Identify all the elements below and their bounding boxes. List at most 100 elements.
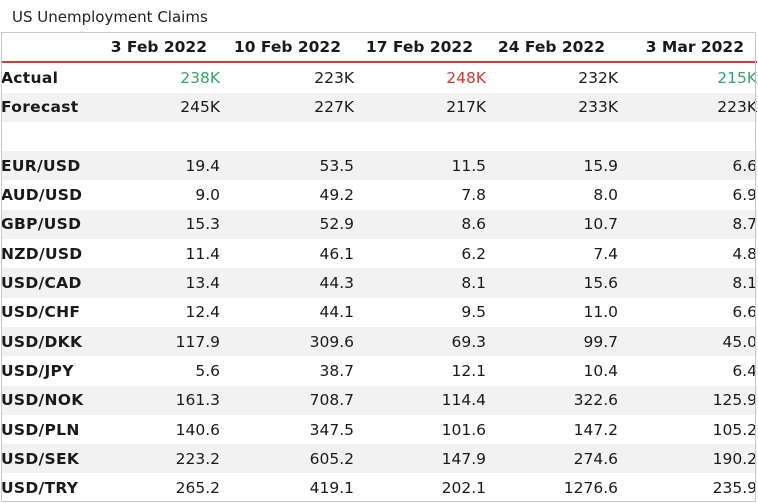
table-row: Actual 238K 223K 248K 232K 215K (1, 62, 757, 92)
spacer-cell (618, 122, 757, 151)
row-label: USD/JPY (1, 361, 74, 380)
table-row: USD/TRY 265.2 419.1 202.1 1276.6 235.9 (1, 473, 757, 502)
value-cell: 105.2 (712, 420, 757, 439)
row-label: USD/PLN (1, 420, 80, 439)
value-cell: 15.9 (486, 151, 618, 181)
value-cell: 6.9 (732, 186, 757, 205)
row-label: USD/SEK (1, 444, 101, 474)
value-cell: 217K (354, 92, 486, 122)
table-row: NZD/USD 11.4 46.1 6.2 7.4 4.8 (1, 239, 757, 268)
value-cell: 202.1 (441, 479, 486, 498)
table-row: USD/DKK 117.9 309.6 69.3 99.7 45.0 (1, 326, 757, 357)
value-cell: 147.9 (354, 444, 486, 474)
row-label: USD/CAD (1, 268, 101, 298)
value-cell: 6.6 (618, 151, 757, 181)
row-label: USD/TRY (1, 479, 79, 498)
value-cell: 6.4 (732, 361, 757, 380)
value-cell: 99.7 (486, 326, 618, 357)
value-cell: 52.9 (220, 209, 354, 240)
value-cell: 8.1 (354, 268, 486, 298)
value-cell: 8.7 (618, 209, 757, 240)
row-label: Forecast (1, 92, 101, 122)
spacer-cell (1, 122, 101, 151)
value-cell: 8.6 (354, 209, 486, 240)
value-cell: 7.8 (461, 186, 486, 205)
spacer-cell (486, 122, 618, 151)
value-cell: 15.3 (101, 209, 220, 240)
value-cell: 419.1 (309, 479, 354, 498)
value-cell: 238K (180, 68, 220, 87)
value-cell: 10.7 (486, 209, 618, 240)
value-cell: 69.3 (354, 326, 486, 357)
value-cell: 7.4 (593, 244, 618, 263)
header-row: 3 Feb 2022 10 Feb 2022 17 Feb 2022 24 Fe… (1, 32, 757, 64)
value-cell: 190.2 (618, 444, 757, 474)
value-cell: 161.3 (101, 385, 220, 415)
value-cell: 605.2 (220, 444, 354, 474)
value-cell: 45.0 (618, 326, 757, 357)
value-cell: 223K (314, 68, 354, 87)
claims-rows: Actual 238K 223K 248K 232K 215K Forecast 245K 22… (1, 62, 757, 122)
value-cell: 245K (101, 92, 220, 122)
value-cell: 101.6 (441, 420, 486, 439)
value-cell: 125.9 (618, 385, 757, 415)
value-cell: 232K (578, 68, 618, 87)
column-header: 3 Feb 2022 (101, 32, 220, 64)
value-cell: 708.7 (220, 385, 354, 415)
value-cell: 5.6 (195, 361, 220, 380)
value-cell: 9.0 (195, 186, 220, 205)
value-cell: 309.6 (220, 326, 354, 357)
value-cell: 114.4 (354, 385, 486, 415)
table-row: EUR/USD 19.4 53.5 11.5 15.9 6.6 (1, 151, 757, 181)
value-cell: 44.3 (220, 268, 354, 298)
row-label: USD/DKK (1, 326, 101, 357)
table-row: USD/PLN 140.6 347.5 101.6 147.2 105.2 (1, 415, 757, 444)
value-cell: 233K (486, 92, 618, 122)
column-header: 3 Mar 2022 (618, 32, 757, 64)
column-header: 10 Feb 2022 (220, 32, 354, 64)
table-row: USD/NOK 161.3 708.7 114.4 322.6 125.9 (1, 385, 757, 415)
value-cell: 11.4 (185, 244, 220, 263)
value-cell: 8.0 (593, 186, 618, 205)
column-header: 24 Feb 2022 (486, 32, 618, 64)
value-cell: 140.6 (175, 420, 220, 439)
value-cell: 1276.6 (563, 479, 618, 498)
value-cell: 227K (220, 92, 354, 122)
row-label: AUD/USD (1, 186, 83, 205)
table-row: USD/CAD 13.4 44.3 8.1 15.6 8.1 (1, 268, 757, 298)
table-row: USD/CHF 12.4 44.1 9.5 11.0 6.6 (1, 298, 757, 327)
row-label: Actual (1, 68, 59, 87)
value-cell: 49.2 (319, 186, 354, 205)
value-cell: 215K (717, 68, 757, 87)
row-label: USD/CHF (1, 303, 81, 322)
table-title: US Unemployment Claims (12, 8, 208, 26)
value-cell: 274.6 (486, 444, 618, 474)
value-cell: 12.1 (451, 361, 486, 380)
value-cell: 147.2 (573, 420, 618, 439)
spacer-cell (101, 122, 220, 151)
claims-table: 3 Feb 2022 10 Feb 2022 17 Feb 2022 24 Fe… (1, 32, 757, 503)
table-row: GBP/USD 15.3 52.9 8.6 10.7 8.7 (1, 209, 757, 240)
value-cell: 46.1 (319, 244, 354, 263)
value-cell: 223K (618, 92, 757, 122)
value-cell: 6.2 (461, 244, 486, 263)
spacer-cell (220, 122, 354, 151)
header-corner-cell (1, 32, 101, 64)
value-cell: 11.0 (583, 303, 618, 322)
value-cell: 9.5 (461, 303, 486, 322)
pair-rows: EUR/USD 19.4 53.5 11.5 15.9 6.6 AUD/USD 9.0 49.2… (1, 151, 757, 503)
value-cell: 44.1 (319, 303, 354, 322)
row-label: USD/NOK (1, 385, 101, 415)
value-cell: 265.2 (175, 479, 220, 498)
table-row: USD/JPY 5.6 38.7 12.1 10.4 6.4 (1, 356, 757, 385)
row-label: NZD/USD (1, 244, 83, 263)
value-cell: 53.5 (220, 151, 354, 181)
spacer-section (1, 122, 757, 151)
value-cell: 235.9 (712, 479, 757, 498)
value-cell: 117.9 (101, 326, 220, 357)
row-label: GBP/USD (1, 209, 101, 240)
spacer-row (1, 122, 757, 151)
value-cell: 248K (446, 68, 486, 87)
value-cell: 11.5 (354, 151, 486, 181)
value-cell: 4.8 (732, 244, 757, 263)
